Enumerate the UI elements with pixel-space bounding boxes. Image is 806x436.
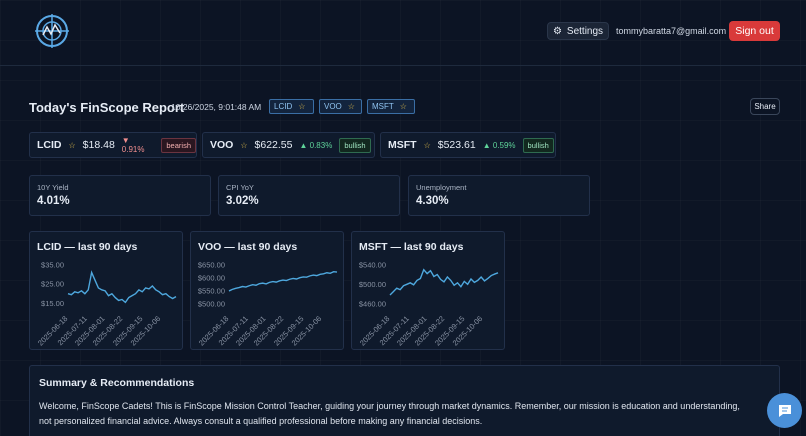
y-tick-label: $25.00 [41, 280, 64, 289]
quote-change: ▲ 0.83% [299, 140, 333, 150]
chart: LCID — last 90 days$35.00$25.00$15.00202… [36, 241, 177, 348]
watchlist-chip[interactable]: LCID ☆ [269, 99, 314, 114]
chart-card: VOO — last 90 days $650.00 $600.00 $550.00 $… [190, 231, 344, 350]
y-tick-label: $15.00 [41, 299, 64, 308]
watchlist-chip[interactable]: VOO ☆ [319, 99, 362, 114]
quote-change: ▲ 0.59% [482, 140, 516, 150]
summary-title: Summary & Recommendations [39, 377, 195, 389]
indicator-card: 10Y Yield 4.01% [29, 175, 211, 216]
price-line [67, 270, 177, 304]
quote-card: VOO ☆ $622.55 ▲ 0.83% bullish [202, 132, 375, 158]
sentiment-badge: bullish [339, 137, 371, 153]
y-tick-label: $550.00 [198, 286, 225, 295]
indicator-value: 3.02% [226, 195, 259, 207]
y-tick-label: $540.00 [359, 260, 386, 269]
report-title: Today's FinScope Report [29, 100, 185, 115]
chart-title: MSFT — last 90 days [359, 241, 464, 253]
chart-title: LCID — last 90 days [37, 241, 138, 253]
y-tick-label: $650.00 [198, 260, 225, 269]
chart: MSFT — last 90 days $540.00 $500.00 $460.00… [358, 241, 499, 348]
settings-label: Settings [566, 25, 604, 37]
y-tick-label: $600.00 [198, 273, 225, 282]
quote-price: $523.61 [437, 139, 476, 151]
indicator-card: CPI YoY 3.02% [218, 175, 400, 216]
settings-button[interactable]: ⚙ Settings [547, 22, 609, 40]
indicator-label: CPI YoY [226, 183, 254, 192]
sentiment-badge: bullish [522, 137, 554, 153]
indicator-label: Unemployment [416, 183, 467, 192]
user-email: tommybaratta7@gmail.com [616, 26, 727, 36]
report-timestamp: 10/26/2025, 9:01:48 AM [171, 102, 262, 112]
sentiment-badge: bearish [161, 137, 196, 153]
sign-out-button[interactable]: Sign out [729, 21, 780, 41]
y-tick-label: $460.00 [359, 299, 386, 308]
indicator-label: 10Y Yield [37, 183, 69, 192]
chip-label: VOO [324, 102, 342, 111]
chat-button[interactable] [767, 393, 802, 428]
quote-symbol: LCID [37, 139, 62, 151]
quote-card: MSFT ☆ $523.61 ▲ 0.59% bullish [380, 132, 556, 158]
quote-card: LCID ☆ $18.48 ▼ 0.91% bearish [29, 132, 197, 158]
indicator-value: 4.30% [416, 195, 449, 207]
quote-symbol: VOO [210, 139, 234, 151]
share-button[interactable]: Share [750, 98, 780, 115]
chat-icon [778, 404, 791, 417]
y-tick-label: $500.00 [359, 280, 386, 289]
chart-title: VOO — last 90 days [198, 241, 297, 253]
quote-change: ▼ 0.91% [121, 136, 145, 154]
chart-card: MSFT — last 90 days $540.00 $500.00 $460.00… [351, 231, 505, 350]
chart-card: LCID — last 90 days $35.00 $25.00 $15.00 202… [29, 231, 183, 350]
quote-price: $18.48 [82, 139, 115, 151]
summary-card: Summary & Recommendations Welcome, FinSc… [29, 365, 780, 436]
price-line [389, 268, 499, 296]
quote-symbol: MSFT [388, 139, 417, 151]
indicator-card: Unemployment 4.30% [408, 175, 590, 216]
chip-label: LCID [274, 102, 293, 111]
watchlist-chip[interactable]: MSFT ☆ [367, 99, 415, 114]
header: ⚙ Settings tommybaratta7@gmail.com Sign o… [0, 0, 806, 66]
chart: VOO — last 90 days $650.00 $600.00 $550.00 $… [197, 241, 338, 348]
price-line [228, 271, 338, 292]
chip-label: MSFT [372, 102, 394, 111]
summary-text: Welcome, FinScope Cadets! This is FinSco… [39, 401, 740, 426]
logo[interactable] [34, 13, 70, 49]
y-tick-label: $500.00 [198, 299, 225, 308]
y-tick-label: $35.00 [41, 260, 64, 269]
quote-price: $622.55 [254, 139, 293, 151]
indicator-value: 4.01% [37, 195, 70, 207]
